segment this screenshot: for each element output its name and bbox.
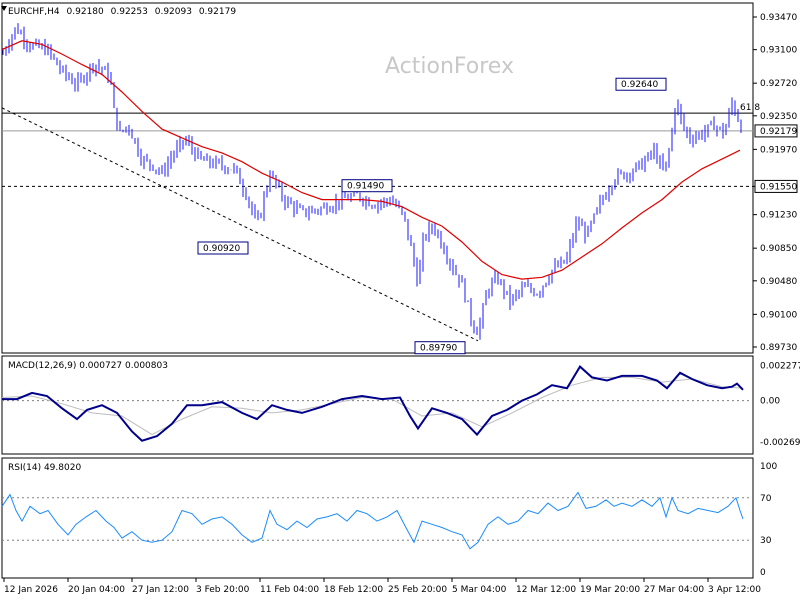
time-tick-label: 3 Feb 20:00 — [196, 585, 250, 595]
annotation-box — [414, 341, 466, 355]
time-tick-label: 11 Feb 04:00 — [260, 585, 319, 595]
macd-panel-frame — [1, 355, 754, 455]
time-tick-label: 18 Feb 12:00 — [324, 585, 383, 595]
price-tick-label: 0.93100 — [760, 46, 797, 56]
time-axis: 12 Jan 2026 20 Jan 04:00 27 Jan 12:00 3 Feb… — [3, 578, 761, 595]
low-value: 0.92093 — [155, 7, 192, 17]
annotation-label: 0.89790 — [420, 344, 457, 354]
rsi-tick-label: 100 — [760, 462, 777, 472]
annotation-box — [197, 241, 249, 255]
price-annotations: 0.92640 0.91490 0.90920 0.89790 — [197, 77, 667, 355]
price-tick-label: 0.93470 — [760, 13, 797, 23]
price-tick-label: 0.90850 — [760, 244, 797, 254]
time-tick-label: 12 Jan 2026 — [4, 585, 58, 595]
annotation-box — [341, 179, 393, 193]
price-tags: 0.92179 0.91550 — [754, 124, 798, 193]
moving-average-line — [1, 40, 741, 280]
time-tick-label: 25 Feb 20:00 — [388, 585, 447, 595]
price-tag-label: 0.91550 — [760, 182, 797, 192]
fib-label: 61.8 — [740, 103, 760, 113]
macd-tick-label: -0.002693 — [760, 438, 800, 448]
rsi-line — [1, 491, 744, 550]
price-tag-label: 0.92179 — [760, 127, 797, 137]
time-tick-label: 3 Apr 12:00 — [708, 585, 761, 595]
annotation-label: 0.91490 — [347, 182, 384, 192]
macd-line — [2, 365, 744, 442]
rsi-tick-label: 30 — [760, 536, 772, 546]
symbol-label: EURCHF,H4 — [8, 7, 60, 17]
annotation-box — [615, 77, 667, 91]
price-tag-box — [754, 179, 798, 193]
price-tag-box — [754, 124, 798, 138]
macd-title: MACD(12,26,9) 0.000727 0.000803 — [8, 361, 168, 371]
time-tick-label: 12 Mar 12:00 — [516, 585, 576, 595]
rsi-tick-label: 0 — [760, 568, 766, 578]
watermark: ActionForex — [385, 54, 514, 79]
rsi-title: RSI(14) 49.8020 — [8, 463, 81, 473]
header-arrow-icon — [1, 6, 7, 11]
chart-header: EURCHF,H4 0.92180 0.92253 0.92093 0.9217… — [8, 7, 236, 17]
rsi-panel-frame — [1, 457, 754, 579]
time-tick-label: 27 Mar 04:00 — [644, 585, 704, 595]
price-panel-frame — [1, 2, 754, 354]
high-value: 0.92253 — [111, 7, 148, 17]
rsi-axis: 100 70 30 0 — [2, 462, 777, 578]
open-value: 0.92180 — [67, 7, 104, 17]
price-tick-label: 0.91230 — [760, 211, 797, 221]
macd-axis: 0.002277 0.00 -0.002693 — [2, 361, 800, 448]
price-tick-label: 0.92350 — [760, 112, 797, 122]
rsi-tick-label: 70 — [760, 494, 772, 504]
price-tick-label: 0.90480 — [760, 277, 797, 287]
time-tick-label: 19 Mar 20:00 — [580, 585, 640, 595]
macd-tick-label: 0.00 — [760, 397, 780, 407]
price-tick-label: 0.91970 — [760, 145, 797, 155]
price-tick-label: 0.92720 — [760, 79, 797, 89]
time-tick-label: 27 Jan 12:00 — [132, 585, 189, 595]
annotation-label: 0.92640 — [621, 80, 658, 90]
price-tick-label: 0.90100 — [760, 310, 797, 320]
annotation-label: 0.90920 — [203, 244, 240, 254]
time-tick-label: 5 Mar 04:00 — [452, 585, 507, 595]
macd-tick-label: 0.002277 — [760, 361, 800, 371]
price-tick-label: 0.89730 — [760, 343, 797, 353]
trendline — [1, 107, 479, 342]
price-levels: 61.8 — [2, 103, 760, 187]
close-value: 0.92179 — [199, 7, 236, 17]
time-tick-label: 20 Jan 04:00 — [68, 585, 125, 595]
